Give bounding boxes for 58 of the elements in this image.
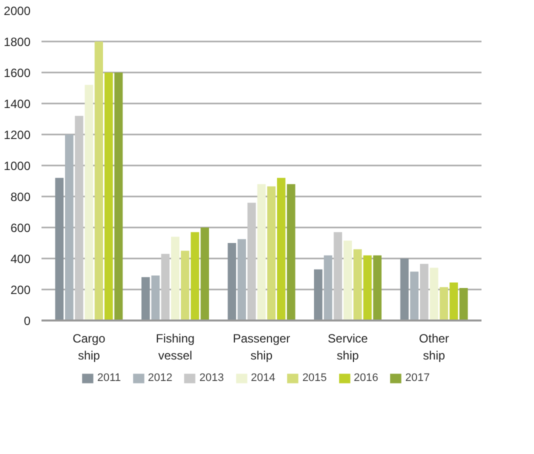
bar [334, 232, 342, 320]
bar [55, 178, 64, 320]
y-tick-label: 1400 [4, 97, 31, 111]
bar [190, 232, 200, 320]
bar [151, 276, 160, 320]
y-tick-label: 600 [10, 221, 31, 235]
bar [114, 72, 123, 320]
legend-label: 2011 [97, 372, 121, 384]
bar [228, 243, 236, 320]
bar [141, 277, 150, 320]
bar [440, 287, 448, 320]
legend-label: 2015 [302, 372, 327, 384]
bar [314, 269, 322, 320]
bar [373, 255, 382, 320]
bar [286, 184, 296, 320]
y-tick-label: 1800 [4, 35, 31, 49]
x-tick-label: Fishing vessel [156, 332, 195, 362]
bar [65, 134, 74, 320]
legend-label: 2016 [354, 372, 378, 384]
bar [324, 255, 332, 320]
bar [180, 250, 190, 320]
bar [450, 282, 458, 320]
legend-label: 2017 [405, 372, 430, 384]
bar [84, 84, 94, 320]
y-tick-label: 1200 [4, 128, 31, 142]
bar [200, 228, 209, 320]
bar [161, 254, 170, 320]
bar [94, 42, 103, 320]
bar [171, 236, 180, 320]
y-tick-label: 800 [10, 190, 31, 204]
bar [400, 258, 409, 320]
bar [257, 184, 266, 320]
bar [344, 240, 352, 320]
y-tick-label: 2000 [4, 4, 31, 18]
bar [238, 239, 246, 320]
bar [267, 186, 276, 320]
bar [353, 249, 362, 320]
y-tick-label: 0 [24, 314, 31, 328]
bar [410, 272, 419, 320]
x-tick-label: Other ship [419, 332, 450, 362]
legend-label: 2013 [199, 372, 224, 384]
bar [363, 255, 372, 320]
bar [74, 116, 84, 320]
y-tick-label: 1600 [4, 66, 31, 80]
legend-label: 2014 [250, 372, 276, 384]
bar [430, 268, 438, 320]
y-tick-label: 200 [10, 283, 31, 297]
y-tick-label: 400 [10, 252, 31, 266]
y-tick-label: 1000 [4, 159, 31, 173]
bar [277, 178, 286, 320]
x-tick-label: Cargo ship [72, 332, 106, 362]
bar [247, 202, 256, 320]
x-tick-label: Service ship [328, 332, 368, 362]
bar [104, 72, 113, 320]
x-tick-label: Passenger ship [232, 332, 290, 362]
bar [459, 288, 468, 320]
legend-label: 2012 [148, 372, 172, 384]
bar [420, 264, 428, 320]
